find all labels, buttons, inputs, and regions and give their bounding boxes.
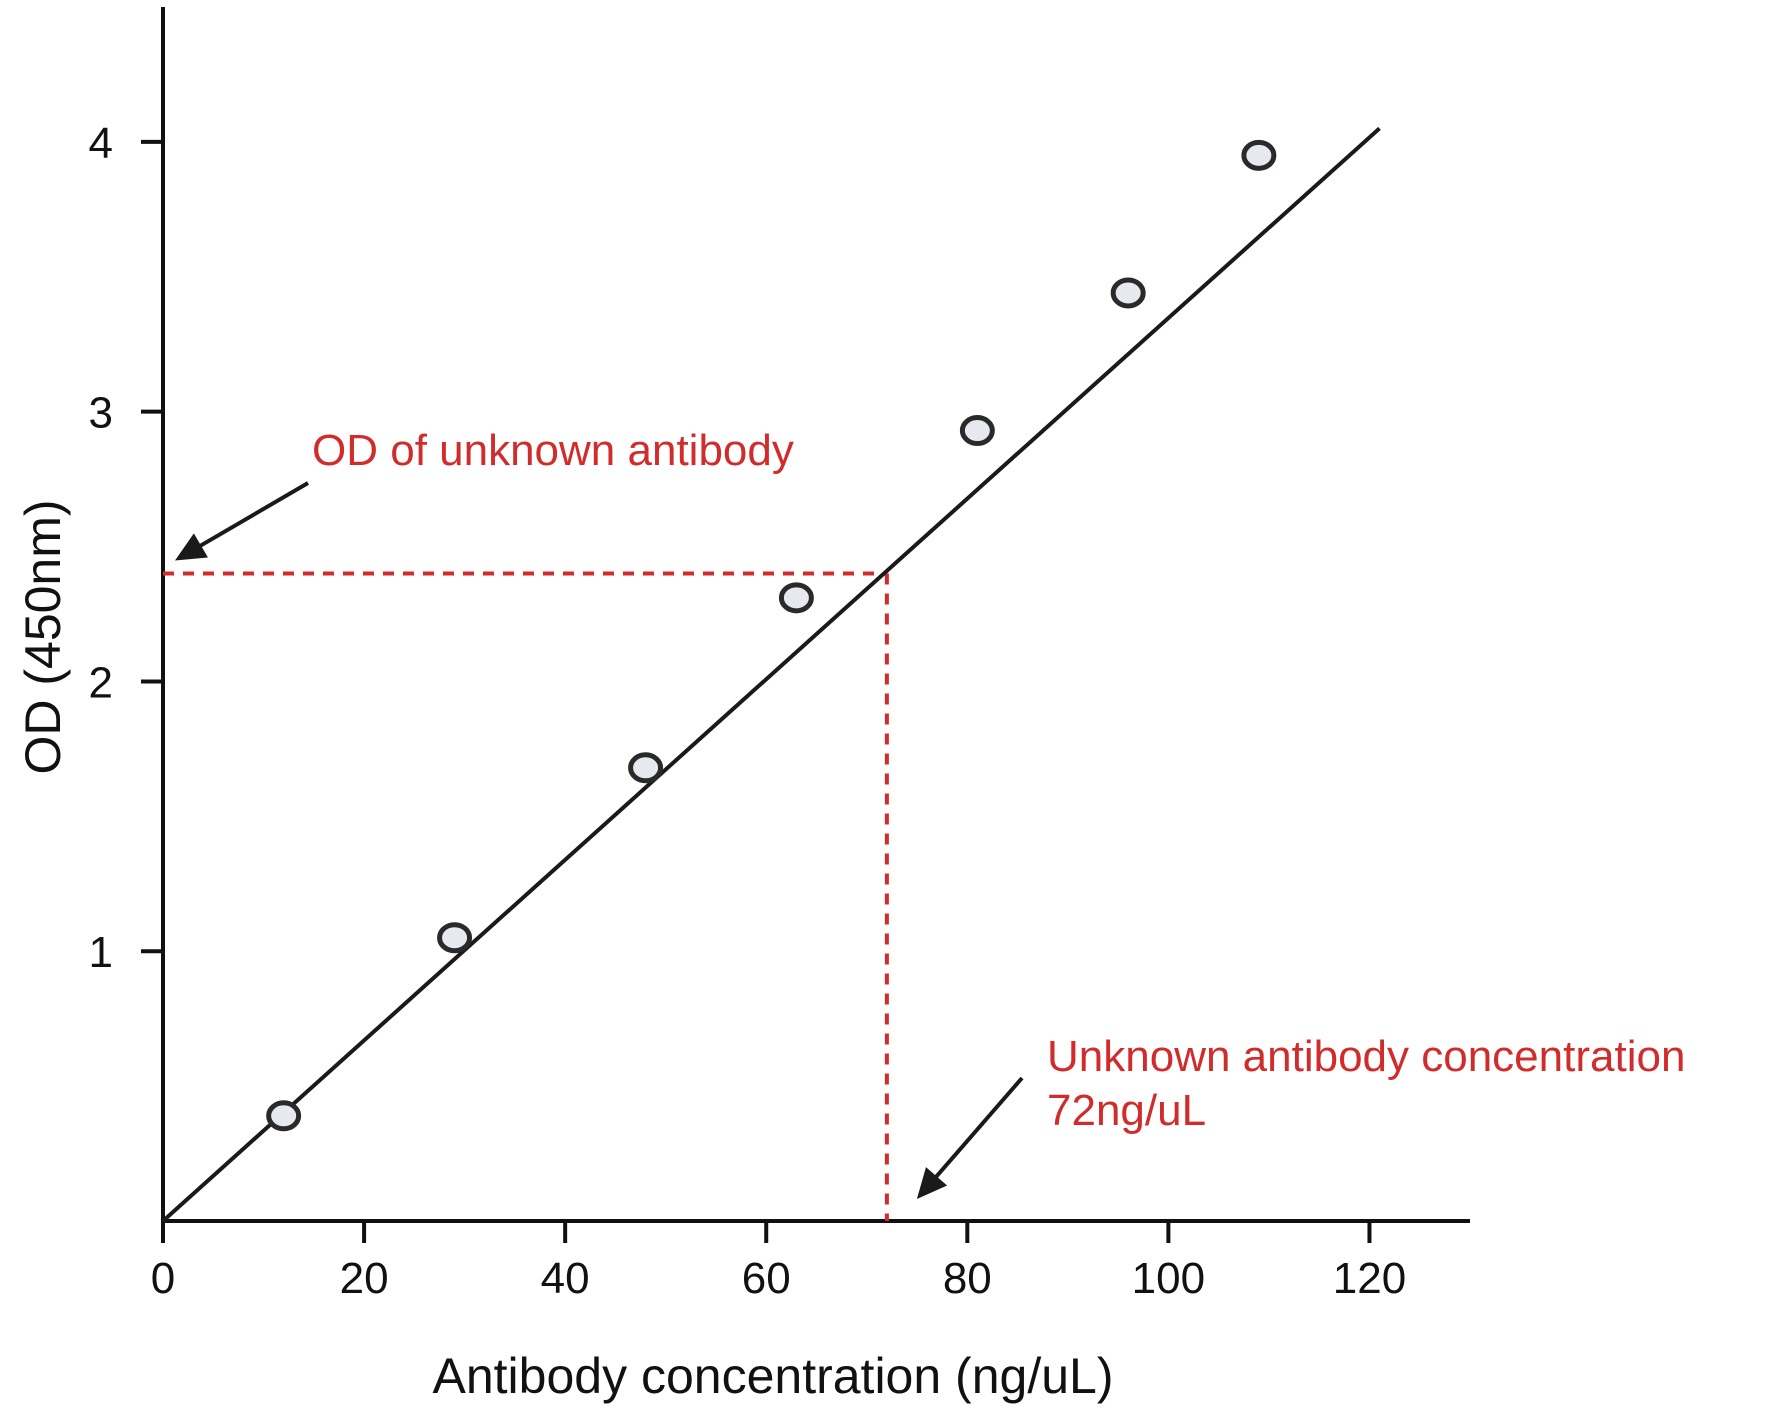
x-tick-label-80: 80 <box>943 1254 992 1303</box>
x-tick-label-120: 120 <box>1333 1254 1406 1303</box>
od-unknown-annotation: OD of unknown antibody <box>312 426 794 475</box>
data-point-5 <box>1110 277 1146 309</box>
y-tick-label-2: 2 <box>89 658 113 707</box>
concentration-arrow-shaft <box>933 1076 1024 1180</box>
data-point-1 <box>437 922 473 954</box>
data-point-2 <box>628 752 664 784</box>
y-tick-label-1: 1 <box>89 928 113 977</box>
unknown-concentration-value: 72ng/uL <box>1047 1086 1206 1135</box>
y-axis-label: OD (450nm) <box>15 499 71 774</box>
od-arrow-shaft <box>198 481 310 549</box>
x-axis-label: Antibody concentration (ng/uL) <box>433 1348 1114 1404</box>
data-point-0 <box>266 1100 302 1132</box>
x-tick-label-20: 20 <box>340 1254 389 1303</box>
regression-line <box>161 126 1381 1223</box>
x-tick-label-60: 60 <box>742 1254 791 1303</box>
x-tick-label-0: 0 <box>151 1254 175 1303</box>
x-tick-label-40: 40 <box>541 1254 590 1303</box>
unknown-concentration-annotation: Unknown antibody concentration <box>1047 1032 1685 1081</box>
data-point-6 <box>1241 139 1277 171</box>
plot-area: 0 20 40 60 80 100 120 1 2 3 4 <box>89 7 1470 1303</box>
concentration-arrow-head <box>916 1167 948 1199</box>
x-tick-label-100: 100 <box>1132 1254 1205 1303</box>
y-tick-label-3: 3 <box>89 389 113 438</box>
data-point-3 <box>778 582 814 614</box>
y-tick-label-4: 4 <box>89 119 113 168</box>
od-arrow-head <box>175 533 208 561</box>
data-point-4 <box>959 415 995 447</box>
